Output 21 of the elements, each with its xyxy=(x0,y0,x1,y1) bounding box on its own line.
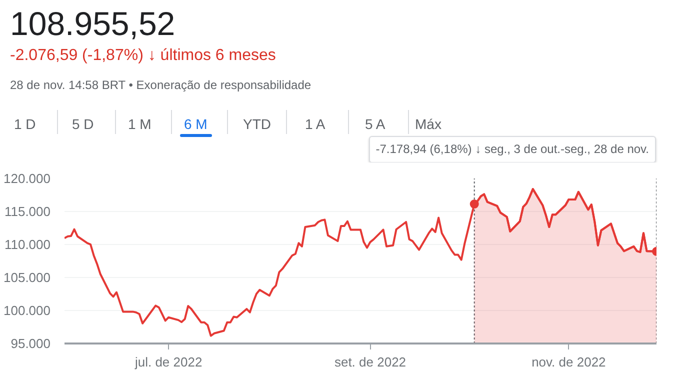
text: 5 A xyxy=(365,115,386,134)
chart-subtitle: -2.076,59 (-1,87%) ↓ últimos 6 meses xyxy=(10,46,276,66)
y-tick-label: 105.000 xyxy=(4,270,51,285)
text: 5 D xyxy=(72,115,94,134)
text: 1 A xyxy=(305,115,326,134)
y-tick-label: 115.000 xyxy=(4,204,51,219)
text: Máx xyxy=(415,115,442,134)
ref-line-label: -7.178,94 (6,18%) ↓ seg., 3 de out.-seg., 28 de nov. xyxy=(368,136,656,164)
text: 28 de nov. 14:58 BRT • Exoneração de responsabilidade xyxy=(10,77,312,94)
x-tick-label: nov. de 2022 xyxy=(532,354,606,370)
x-tick-label: set. de 2022 xyxy=(334,354,406,370)
text: YTD xyxy=(243,115,271,134)
y-tick-label: 100.000 xyxy=(4,303,51,318)
chart-title: 108.955,52 xyxy=(10,4,176,44)
x-tick-label: jul. de 2022 xyxy=(134,354,202,370)
y-tick-label: 110.000 xyxy=(4,237,51,252)
text: 1 M xyxy=(128,115,152,134)
text: 1 D xyxy=(14,115,36,134)
y-tick-label: 95.000 xyxy=(10,336,51,351)
text: 6 M xyxy=(184,115,208,134)
y-tick-label: 120.000 xyxy=(4,171,51,186)
